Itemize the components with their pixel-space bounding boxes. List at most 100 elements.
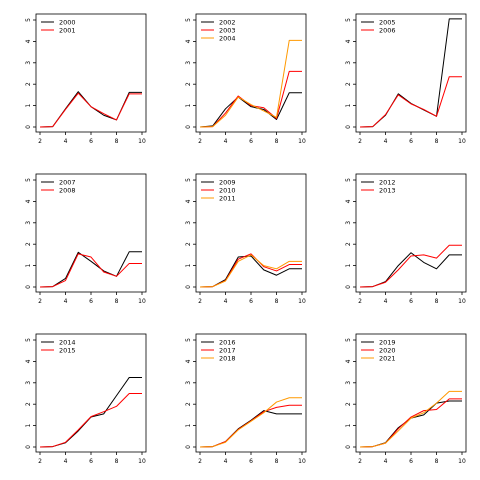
x-tick-label: 8	[275, 138, 279, 145]
legend-label: 2008	[59, 186, 76, 194]
y-tick-label: 2	[185, 402, 192, 406]
x-tick-label: 8	[115, 298, 119, 305]
x-tick-label: 6	[89, 298, 93, 305]
y-tick-label: 2	[345, 82, 352, 86]
x-tick-label: 10	[298, 138, 306, 145]
y-tick-label: 5	[25, 178, 32, 182]
y-tick-label: 3	[345, 221, 352, 225]
y-tick-label: 0	[25, 125, 32, 129]
y-tick-label: 1	[345, 104, 352, 108]
x-tick-label: 4	[64, 298, 68, 305]
legend-label: 2001	[59, 26, 76, 34]
x-tick-label: 10	[458, 458, 466, 465]
y-tick-label: 1	[345, 424, 352, 428]
y-tick-label: 3	[185, 381, 192, 385]
series-line-2005	[359, 18, 462, 128]
series-line-2011	[199, 254, 302, 288]
y-tick-label: 4	[185, 199, 192, 203]
y-tick-label: 2	[25, 402, 32, 406]
x-tick-label: 6	[89, 458, 93, 465]
legend-label: 2015	[59, 346, 76, 354]
y-tick-label: 1	[185, 424, 192, 428]
series-line-2021	[359, 390, 462, 448]
y-tick-label: 2	[25, 82, 32, 86]
y-tick-label: 0	[345, 125, 352, 129]
series-line-2007	[39, 251, 142, 288]
y-tick-label: 2	[185, 242, 192, 246]
y-tick-label: 1	[345, 264, 352, 268]
series-line-2016	[199, 410, 302, 448]
y-tick-label: 5	[185, 338, 192, 342]
y-tick-label: 0	[185, 285, 192, 289]
x-tick-label: 6	[249, 458, 253, 465]
series-line-2014	[39, 376, 142, 448]
plot-frame	[35, 173, 147, 293]
series-line-2015	[39, 393, 142, 448]
legend-label: 2011	[219, 194, 236, 202]
series-line-2008	[39, 253, 142, 288]
series-line-2004	[199, 39, 302, 128]
x-tick-label: 2	[198, 458, 202, 465]
x-tick-label: 2	[38, 458, 42, 465]
y-tick-label: 3	[25, 381, 32, 385]
y-tick-label: 5	[345, 338, 352, 342]
y-tick-label: 1	[185, 104, 192, 108]
plot-frame	[195, 173, 307, 293]
y-tick-label: 3	[25, 221, 32, 225]
x-tick-label: 10	[138, 138, 146, 145]
x-tick-label: 10	[138, 298, 146, 305]
y-tick-label: 0	[25, 285, 32, 289]
y-tick-label: 4	[185, 39, 192, 43]
plot-frame	[355, 333, 467, 453]
y-tick-label: 0	[185, 445, 192, 449]
x-tick-label: 8	[435, 138, 439, 145]
legend-label: 2009	[219, 178, 236, 186]
plot-frame	[195, 13, 307, 133]
x-tick-label: 6	[249, 138, 253, 145]
x-tick-label: 4	[384, 138, 388, 145]
x-tick-label: 2	[198, 298, 202, 305]
y-tick-label: 0	[345, 445, 352, 449]
x-tick-label: 8	[275, 458, 279, 465]
plot-frame	[355, 13, 467, 133]
x-tick-label: 4	[384, 458, 388, 465]
y-tick-label: 5	[345, 18, 352, 22]
y-tick-label: 0	[345, 285, 352, 289]
y-tick-label: 4	[25, 359, 32, 363]
y-tick-label: 3	[25, 61, 32, 65]
series-line-2003	[199, 70, 302, 128]
x-tick-label: 8	[435, 298, 439, 305]
legend-label: 2002	[219, 18, 236, 26]
y-tick-label: 0	[185, 125, 192, 129]
legend-label: 2010	[219, 186, 236, 194]
plot-frame	[35, 13, 147, 133]
x-tick-label: 2	[38, 298, 42, 305]
x-tick-label: 4	[384, 298, 388, 305]
legend-label: 2017	[219, 346, 236, 354]
y-tick-label: 5	[185, 18, 192, 22]
legend-label: 2007	[59, 178, 76, 186]
x-tick-label: 2	[358, 138, 362, 145]
legend-label: 2000	[59, 18, 76, 26]
x-tick-label: 8	[275, 298, 279, 305]
legend-label: 2018	[219, 354, 236, 362]
series-line-2017	[199, 404, 302, 448]
series-line-2000	[39, 91, 142, 128]
legend-label: 2013	[379, 186, 396, 194]
legend-label: 2020	[379, 346, 396, 354]
series-line-2006	[359, 76, 462, 128]
x-tick-label: 8	[115, 138, 119, 145]
y-tick-label: 1	[25, 264, 32, 268]
x-tick-label: 2	[358, 298, 362, 305]
y-tick-label: 2	[25, 242, 32, 246]
y-tick-label: 3	[345, 61, 352, 65]
series-line-2002	[199, 92, 302, 128]
x-tick-label: 4	[64, 138, 68, 145]
legend-label: 2012	[379, 178, 396, 186]
legend-label: 2019	[379, 338, 396, 346]
